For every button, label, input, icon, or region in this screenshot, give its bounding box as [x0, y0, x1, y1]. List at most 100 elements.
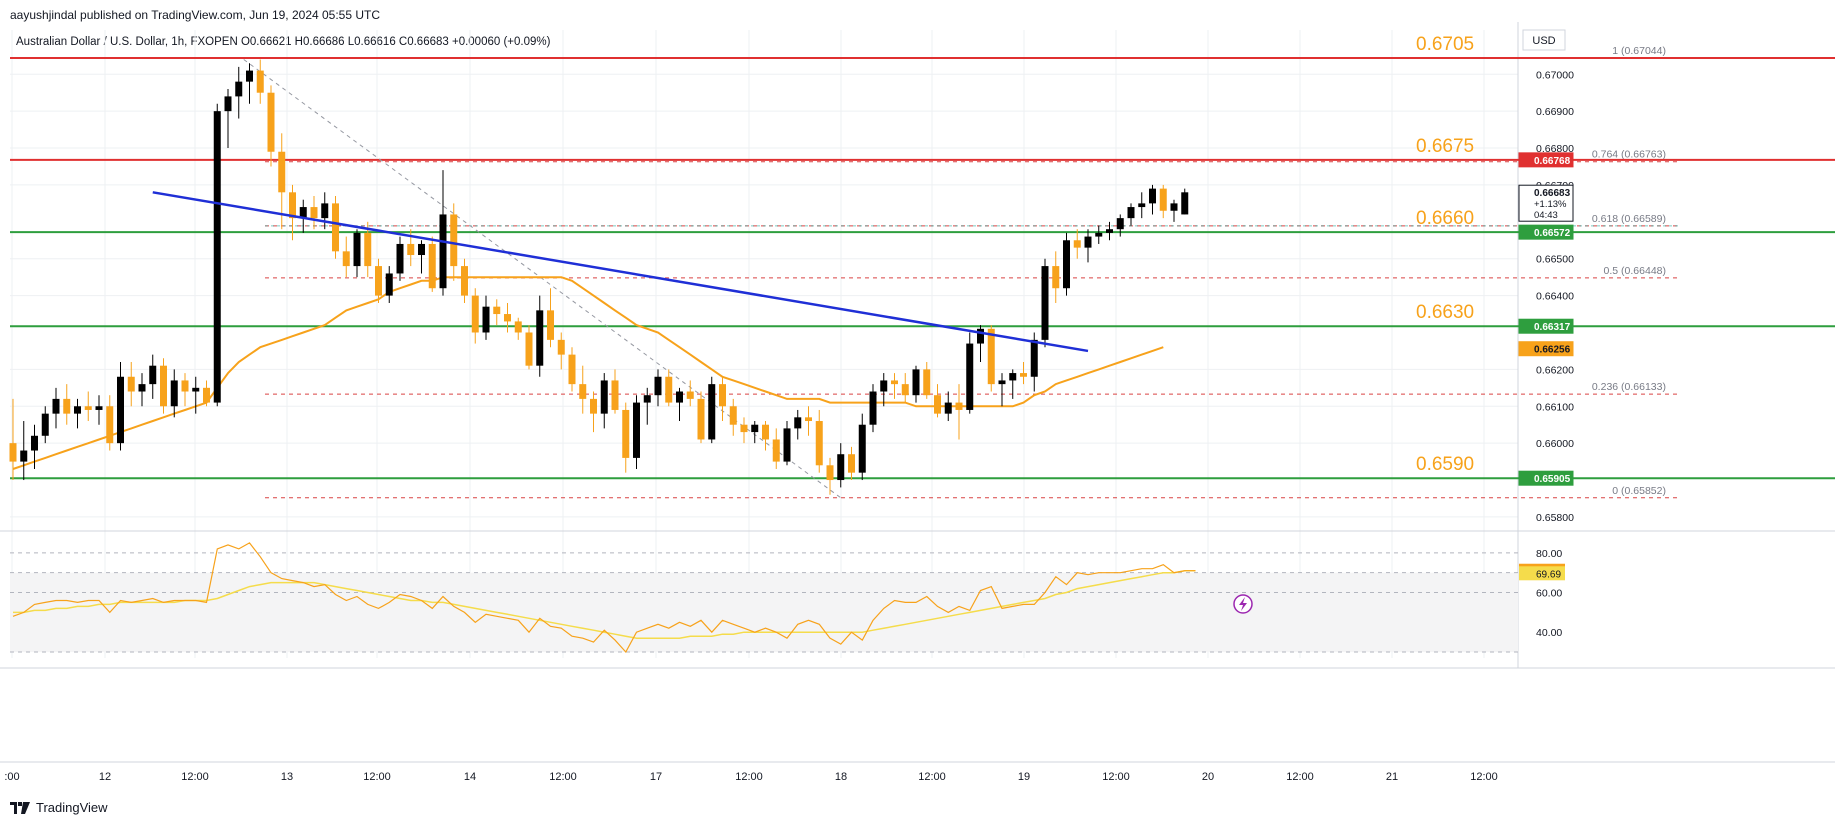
level-value-label: 0.6630: [1416, 302, 1474, 323]
candle-body: [665, 376, 673, 403]
candle-body: [837, 454, 845, 481]
level-labels: 0.6705 0.6675 0.6660 0.6630 0.6590: [1416, 34, 1474, 475]
candle-body: [353, 232, 361, 267]
candle-body: [600, 380, 608, 414]
y-tick-label: 0.66000: [1536, 438, 1574, 450]
trendline-layer[interactable]: [152, 191, 1089, 353]
tradingview-logo-icon: [10, 801, 30, 814]
candle-body: [1149, 188, 1156, 204]
candle-body: [256, 70, 264, 93]
candle-body: [246, 70, 253, 82]
x-tick-label: 13: [281, 771, 293, 783]
level-value-label: 0.6675: [1416, 136, 1474, 157]
candle-body: [310, 207, 318, 219]
candle-body: [106, 406, 114, 444]
rsi-line: [12, 542, 1196, 654]
candle-body: [1095, 232, 1103, 237]
price-tag-bg: [1518, 318, 1574, 334]
y-tick-label: 0.66400: [1536, 291, 1574, 303]
candle-body: [633, 402, 640, 458]
candle-body: [869, 391, 877, 425]
candle-body: [944, 402, 952, 414]
candle-body: [815, 421, 823, 466]
candle-body: [95, 406, 103, 410]
candle-body: [547, 310, 554, 340]
candle-body: [514, 321, 522, 333]
symbol-ohlc-line: Australian Dollar / U.S. Dollar, 1h, FXO…: [16, 36, 551, 48]
fib-level-label: 0.618 (0.66589): [1592, 213, 1666, 225]
candle-body: [751, 424, 759, 433]
candle-body: [783, 428, 791, 462]
y-tick-label: 0.65800: [1536, 512, 1574, 524]
price-tag-bg: [1518, 184, 1574, 222]
candle-body: [654, 376, 662, 396]
candle-body: [418, 243, 425, 256]
candle-body: [1181, 192, 1189, 215]
candle-body: [934, 395, 941, 414]
candle-body: [160, 365, 167, 407]
y-tick-label: 0.66900: [1536, 106, 1574, 118]
candle-body: [385, 273, 393, 296]
candle-body: [525, 332, 533, 366]
candle-body: [267, 92, 275, 152]
candle-body: [170, 380, 178, 407]
candle-body: [536, 310, 544, 366]
candle-body: [686, 391, 694, 399]
candle-body: [192, 387, 200, 392]
price-tag-text: 0.66768: [1534, 156, 1571, 167]
x-tick-label: 12:00: [549, 771, 577, 783]
candle-body: [740, 424, 748, 433]
price-tag-bg: [1518, 152, 1574, 168]
candle-body: [41, 413, 49, 436]
rsi-ma-line: [13, 569, 1196, 639]
candle-body: [127, 376, 135, 392]
fib-level-label: 0.236 (0.66133): [1592, 381, 1666, 393]
candle-body: [848, 454, 855, 473]
fib-level-label: 0.5 (0.66448): [1604, 265, 1666, 277]
candle-body: [966, 343, 974, 410]
y-tick-label: 0.66200: [1536, 364, 1574, 376]
candle-body: [1052, 266, 1060, 289]
x-tick-label: 12: [99, 771, 111, 783]
candle-body: [794, 417, 802, 429]
y-tick-label: 0.66100: [1536, 401, 1574, 413]
x-tick-label: 12:00: [735, 771, 763, 783]
candle-body: [9, 443, 17, 462]
price-tags: 0.66768 0.66683+1.13%04:43 0.66572 0.66317 0…: [1518, 152, 1574, 581]
rsi-tag-text: 69.69: [1536, 569, 1561, 580]
candle-body: [181, 380, 189, 392]
x-tick-label: 12:00: [1102, 771, 1130, 783]
candle-body: [805, 417, 812, 422]
candle-body: [622, 409, 630, 458]
candle-body: [482, 306, 490, 333]
candle-body: [955, 402, 963, 410]
candle-body: [912, 369, 920, 396]
candle-body: [719, 384, 726, 407]
rsi-tick-label: 60.00: [1536, 588, 1562, 600]
brand-name: TradingView: [36, 800, 108, 815]
candle-body: [579, 384, 587, 399]
level-value-label: 0.6590: [1416, 454, 1474, 475]
candle-body: [439, 214, 447, 289]
candle-body: [762, 424, 769, 440]
publisher-caption: aayushjindal published on TradingView.co…: [10, 8, 381, 22]
candle-body: [880, 380, 888, 392]
rsi-tick-label: 80.00: [1536, 548, 1562, 560]
tradingview-brand[interactable]: TradingView: [10, 800, 108, 815]
fib-level-label: 0.764 (0.66763): [1592, 149, 1666, 161]
candle-body: [697, 398, 705, 440]
candle-body: [375, 266, 382, 296]
candle-body: [1030, 339, 1038, 377]
candle-body: [504, 314, 511, 322]
price-tag-extra: +1.13%: [1534, 199, 1567, 210]
candle-body: [1063, 240, 1070, 289]
candle-body: [611, 380, 619, 410]
price-tag-bg: [1518, 224, 1574, 240]
candle-body: [299, 207, 307, 219]
candle-body: [901, 384, 909, 396]
candle-body: [31, 435, 38, 451]
candle-body: [342, 251, 350, 267]
bearish-trendline: [152, 191, 1089, 353]
candle-body: [1084, 236, 1092, 248]
